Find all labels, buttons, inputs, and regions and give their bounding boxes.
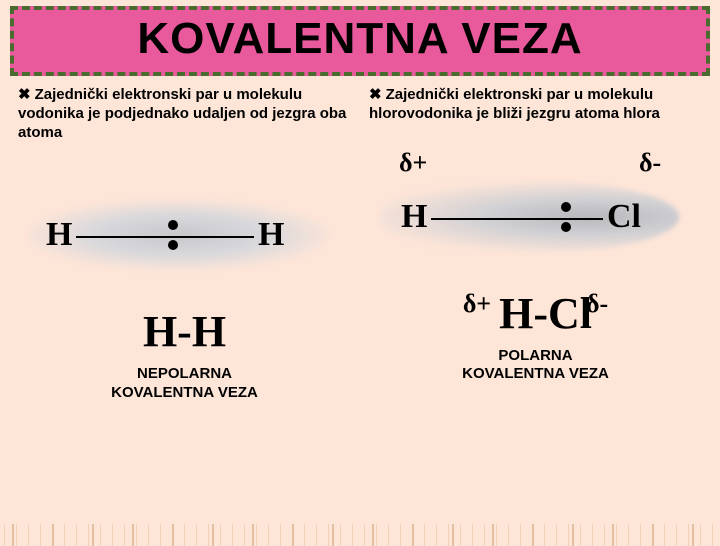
right-desc-text: Zajednički elektronski par u molekulu hl… [369, 86, 660, 122]
atom-label-left: H [46, 216, 72, 254]
bond-line [76, 236, 254, 238]
formula-left-part: H- [499, 289, 548, 338]
title-banner: KOVALENTNA VEZA [10, 6, 710, 76]
electron-dot [561, 222, 571, 232]
bullet-icon: ✖ [369, 86, 382, 103]
content-columns: ✖Zajednički elektronski par u molekulu v… [0, 76, 720, 403]
right-description: ✖Zajednički elektronski par u molekulu h… [369, 86, 702, 124]
bullet-icon: ✖ [18, 86, 31, 103]
right-diagram: δ+ δ- H Cl [369, 142, 702, 282]
decorative-bottom-border [0, 524, 720, 546]
bond-type-line1: POLARNA [498, 347, 572, 364]
bond-type-line2: KOVALENTNA VEZA [111, 384, 258, 401]
atom-label-right: Cl [607, 198, 641, 236]
right-bond-type: POLARNA KOVALENTNA VEZA [369, 347, 702, 385]
page-title: KOVALENTNA VEZA [14, 14, 706, 64]
electron-dot [561, 202, 571, 212]
right-column: ✖Zajednički elektronski par u molekulu h… [369, 86, 702, 403]
formula-delta-plus: δ+ [463, 289, 491, 318]
left-desc-text: Zajednički elektronski par u molekulu vo… [18, 86, 346, 141]
bond-type-line1: NEPOLARNA [137, 365, 232, 382]
formula-delta-minus: δ- [586, 289, 608, 318]
delta-minus-label: δ- [639, 148, 661, 178]
left-bond-type: NEPOLARNA KOVALENTNA VEZA [18, 365, 351, 403]
atom-label-left: H [401, 198, 427, 236]
right-formula: δ+H-Clδ- [369, 288, 702, 339]
bond-type-line2: KOVALENTNA VEZA [462, 365, 609, 382]
left-formula: H-H [18, 306, 351, 357]
delta-plus-label: δ+ [399, 148, 427, 178]
left-description: ✖Zajednički elektronski par u molekulu v… [18, 86, 351, 142]
atom-label-right: H [258, 216, 284, 254]
left-diagram: H H [18, 160, 351, 300]
bond-line [431, 218, 603, 220]
left-column: ✖Zajednički elektronski par u molekulu v… [18, 86, 351, 403]
